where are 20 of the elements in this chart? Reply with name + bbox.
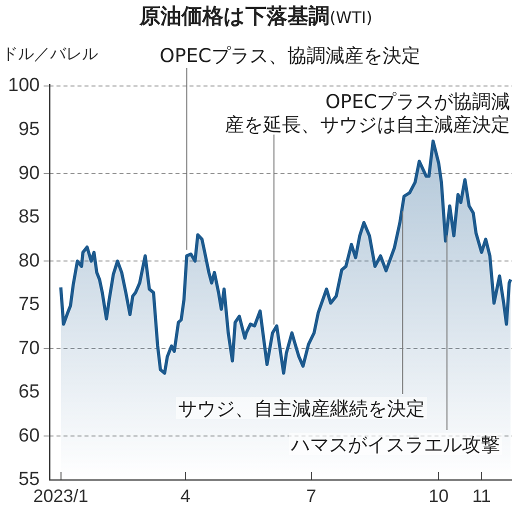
chart-title: 原油価格は下落基調 [140,4,330,28]
ref-line-label: サウジ、自主減産継続を決定 [178,398,425,420]
ref-line-label: ハマスがイスラエル攻撃 [290,434,500,456]
x-tick-label: 11 [472,486,491,506]
ref-line-label: OPECプラスが協調減産を延長、サウジは自主減産決定 [225,91,510,136]
x-tick-label: 4 [180,486,190,506]
x-tick-label: 7 [306,486,316,506]
chart-subtitle: (WTI) [330,8,372,27]
y-axis-title: ドル／バレル [2,44,98,65]
ref-line-label: OPECプラス、協調減産を決定 [160,45,420,67]
y-tick-label: 80 [18,250,40,272]
y-tick-label: 75 [18,294,40,316]
y-tick-label: 100 [8,75,40,96]
y-tick-label: 85 [18,206,40,228]
y-tick-label: 70 [18,338,40,359]
y-tick-label: 90 [18,162,40,184]
y-tick-label: 95 [18,119,40,140]
y-tick-label: 65 [18,382,40,403]
x-tick-label: 10 [428,486,449,506]
y-tick-label: 60 [18,425,40,446]
